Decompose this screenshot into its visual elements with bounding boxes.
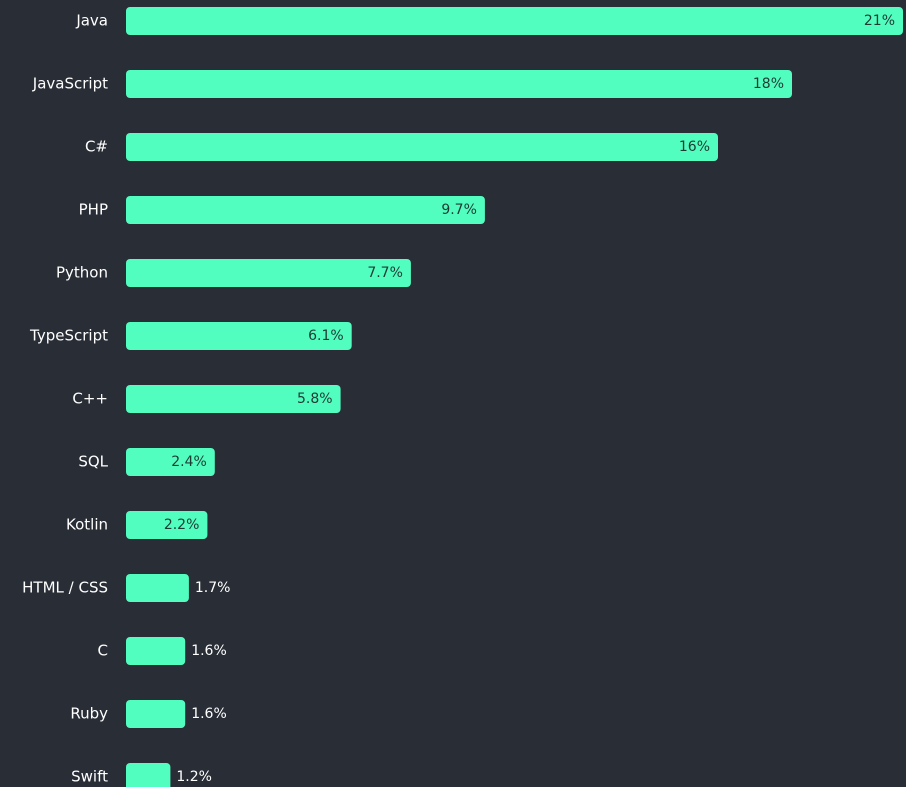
category-label: C — [98, 642, 108, 660]
category-label: TypeScript — [29, 327, 108, 345]
bar — [126, 700, 186, 728]
category-label: C++ — [72, 390, 108, 408]
value-label: 21% — [864, 13, 895, 29]
value-label: 2.2% — [164, 517, 200, 533]
bar — [126, 7, 903, 35]
bar — [126, 763, 171, 787]
value-label: 1.6% — [191, 706, 227, 722]
value-label: 9.7% — [441, 202, 477, 218]
bar — [126, 385, 341, 413]
category-label: PHP — [79, 201, 108, 219]
bar — [126, 637, 186, 665]
category-label: JavaScript — [32, 75, 108, 93]
value-label: 6.1% — [308, 328, 344, 344]
bar — [126, 196, 485, 224]
bar — [126, 259, 411, 287]
category-label: HTML / CSS — [22, 579, 108, 597]
category-label: SQL — [78, 453, 108, 471]
category-label: Ruby — [70, 705, 108, 723]
category-label: Python — [56, 264, 108, 282]
value-label: 2.4% — [171, 454, 207, 470]
value-label: 1.2% — [176, 769, 212, 785]
value-label: 18% — [753, 76, 784, 92]
value-label: 1.6% — [191, 643, 227, 659]
bar — [126, 574, 189, 602]
bar — [126, 70, 792, 98]
category-label: Java — [75, 12, 108, 30]
value-label: 1.7% — [195, 580, 231, 596]
category-label: Swift — [71, 768, 108, 786]
value-label: 5.8% — [297, 391, 333, 407]
bar — [126, 448, 215, 476]
bar — [126, 133, 718, 161]
category-label: Kotlin — [66, 516, 108, 534]
value-label: 7.7% — [367, 265, 403, 281]
category-label: C# — [85, 138, 108, 156]
bar — [126, 511, 208, 539]
value-label: 16% — [679, 139, 710, 155]
bar — [126, 322, 352, 350]
